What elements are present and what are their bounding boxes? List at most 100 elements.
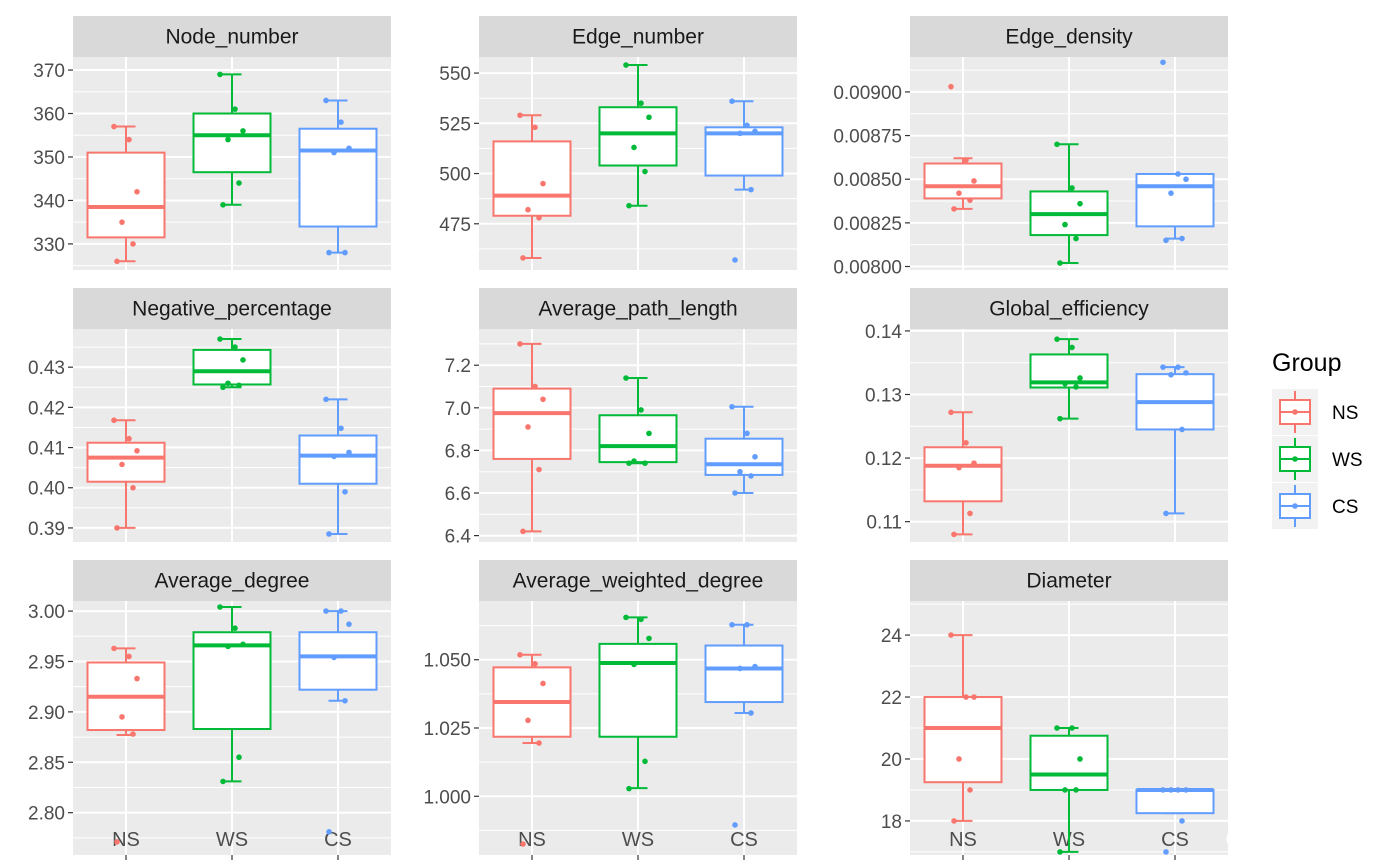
data-point: [525, 424, 531, 430]
data-point: [1062, 221, 1068, 228]
box-cs: [1135, 364, 1215, 517]
box-cs: [704, 621, 784, 828]
box-ws: [598, 375, 678, 466]
legend-entry-ns: NS: [1272, 389, 1358, 435]
panel-edge-number: Edge_number 475 500 525 550: [439, 16, 797, 270]
data-point: [1077, 756, 1083, 762]
data-point: [114, 839, 120, 845]
data-point: [1168, 190, 1174, 196]
data-point: [744, 621, 750, 628]
data-point: [1054, 336, 1060, 342]
data-point: [631, 458, 637, 464]
data-point: [1183, 176, 1189, 183]
y-tick-label: 7.0: [445, 399, 471, 420]
data-point: [1163, 237, 1169, 244]
box-ns: [86, 123, 166, 265]
y-tick-label: 370: [33, 61, 65, 82]
data-point: [323, 396, 329, 403]
data-point: [1175, 364, 1181, 370]
data-point: [217, 71, 223, 78]
data-point: [1163, 849, 1169, 855]
data-point: [520, 528, 526, 535]
data-point: [134, 447, 140, 454]
data-point: [1062, 380, 1068, 387]
y-tick-label: 18: [881, 812, 902, 833]
data-point: [1073, 235, 1079, 242]
data-point: [346, 621, 352, 627]
panel-strip: [73, 16, 391, 57]
box-cs: [1135, 59, 1215, 244]
iqr-box: [192, 631, 272, 731]
data-point: [525, 717, 531, 724]
data-point: [1054, 725, 1060, 731]
panel-title: Average_weighted_degree: [513, 570, 764, 593]
y-tick-label: 2.85: [28, 753, 65, 774]
data-point: [963, 440, 969, 446]
panel-title: Edge_density: [1005, 26, 1133, 49]
data-point: [1168, 787, 1174, 793]
data-point: [338, 425, 344, 432]
data-point: [646, 635, 652, 642]
iqr-box: [923, 696, 1003, 784]
box-ns: [86, 645, 166, 845]
y-tick-label: 1.050: [423, 651, 471, 672]
data-point: [971, 178, 977, 184]
box-ns: [923, 632, 1003, 824]
data-point: [326, 531, 332, 537]
y-tick-label: 340: [33, 191, 65, 212]
data-point: [220, 201, 226, 208]
y-tick-label: 1.025: [423, 719, 471, 740]
y-tick-label: 3.00: [28, 602, 65, 623]
data-point: [1183, 370, 1189, 376]
data-point: [1163, 510, 1169, 517]
data-point: [1179, 818, 1185, 824]
iqr-box: [598, 106, 678, 167]
data-point: [326, 249, 332, 256]
y-tick-label: 360: [33, 105, 65, 126]
data-point: [967, 510, 973, 517]
box-ns: [923, 83, 1003, 212]
data-point: [1160, 364, 1166, 370]
box-ws: [192, 604, 272, 785]
data-point: [134, 188, 140, 195]
y-tick-label: 500: [439, 165, 471, 186]
data-point: [1057, 415, 1063, 422]
panel-average-degree: Average_degree 2.80 2.85 2.90 2.95 3.00 NS WS CS: [28, 560, 391, 860]
data-point: [331, 453, 337, 460]
data-point: [623, 375, 629, 381]
panel-strip: [73, 560, 391, 601]
iqr-box: [492, 140, 572, 217]
y-tick-label: 2.80: [28, 804, 65, 825]
data-point: [951, 206, 957, 212]
panel-strip: [910, 560, 1228, 601]
data-point: [1160, 787, 1166, 793]
data-point: [971, 460, 977, 466]
data-point: [971, 694, 977, 700]
data-point: [111, 123, 117, 130]
iqr-box: [492, 387, 572, 460]
panel-title: Global_efficiency: [989, 298, 1149, 321]
iqr-box: [598, 642, 678, 738]
data-point: [948, 632, 954, 638]
iqr-box: [1135, 788, 1215, 815]
data-point: [623, 62, 629, 68]
data-point: [532, 124, 538, 131]
data-point: [737, 130, 743, 137]
box-ws: [192, 71, 272, 208]
data-point: [126, 136, 132, 143]
data-point: [626, 460, 632, 466]
iqr-box: [298, 127, 378, 228]
data-point: [1077, 375, 1083, 381]
y-tick-label: 0.00825: [833, 214, 902, 235]
data-point: [517, 652, 523, 658]
y-tick-label: 6.6: [445, 484, 471, 505]
y-tick-label: 22: [881, 688, 902, 709]
data-point: [126, 653, 132, 660]
box-ns: [492, 112, 572, 261]
panel-strip: [479, 560, 797, 601]
data-point: [1183, 787, 1189, 793]
data-point: [1069, 725, 1075, 731]
iqr-box: [923, 162, 1003, 200]
